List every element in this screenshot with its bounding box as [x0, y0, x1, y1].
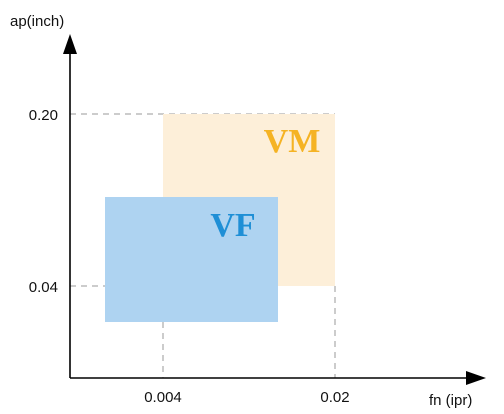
y-tick-label-0-04: 0.04	[29, 279, 58, 296]
y-axis-label: ap(inch)	[10, 13, 64, 30]
vm-region-label: VM	[264, 123, 321, 160]
vf-region	[105, 197, 278, 322]
x-tick-label-0-004: 0.004	[144, 389, 182, 406]
y-tick-label-0-20: 0.20	[29, 107, 58, 124]
x-tick-label-0-02: 0.02	[320, 389, 349, 406]
y-axis-arrowhead	[63, 34, 77, 54]
axes	[63, 34, 486, 385]
vf-region-label: VF	[210, 207, 255, 244]
x-axis-label: fn (ipr)	[429, 392, 472, 409]
x-axis-arrowhead	[466, 371, 486, 385]
